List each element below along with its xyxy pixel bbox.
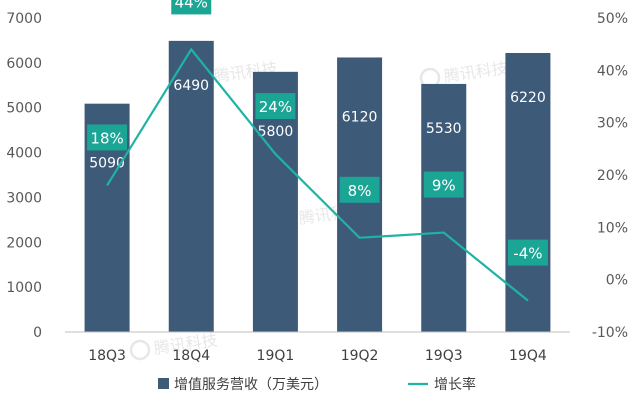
left-tick-label: 5000 xyxy=(6,101,42,117)
growth-label: 8% xyxy=(348,182,372,200)
left-axis: 0 1000 2000 3000 4000 5000 6000 7000 xyxy=(6,11,42,341)
growth-label-box xyxy=(171,0,212,15)
legend: 增值服务营收（万美元） 增长率 xyxy=(158,376,476,393)
left-tick-label: 6000 xyxy=(6,56,42,72)
category-label: 19Q1 xyxy=(257,348,295,364)
bar-value-label: 6220 xyxy=(510,90,546,106)
category-label: 19Q3 xyxy=(425,348,463,364)
growth-label: 44% xyxy=(175,0,208,11)
growth-label-box xyxy=(87,124,128,151)
right-tick-label: 40% xyxy=(597,63,628,79)
category-label: 18Q4 xyxy=(172,348,210,364)
left-tick-label: 2000 xyxy=(6,235,42,251)
left-tick-label: 1000 xyxy=(6,280,42,296)
growth-label: 24% xyxy=(259,98,292,116)
right-tick-label: 0% xyxy=(606,273,628,289)
right-tick-label: 30% xyxy=(597,116,628,132)
bar-value-label: 5800 xyxy=(258,124,294,140)
bar xyxy=(421,83,467,332)
growth-rate-line xyxy=(106,47,529,302)
right-tick-label: -10% xyxy=(592,325,628,341)
bar-series: 5090 6490 5800 6120 5530 6220 xyxy=(84,40,551,333)
legend-bar-label: 增值服务营收（万美元） xyxy=(174,377,328,393)
bar xyxy=(168,40,214,333)
right-axis: -10% 0% 10% 20% 30% 40% 50% xyxy=(592,11,628,341)
growth-label: 18% xyxy=(90,129,123,147)
category-label: 18Q3 xyxy=(88,348,126,364)
bar-value-label: 5090 xyxy=(89,156,125,172)
right-tick-label: 20% xyxy=(597,168,628,184)
growth-label-box xyxy=(339,176,380,203)
left-tick-label: 7000 xyxy=(6,11,42,27)
growth-label-box xyxy=(255,93,296,120)
growth-label-box xyxy=(423,171,464,198)
left-tick-label: 4000 xyxy=(6,146,42,162)
growth-label-box xyxy=(507,239,548,266)
category-label: 19Q4 xyxy=(509,348,547,364)
right-tick-label: 10% xyxy=(597,220,628,236)
left-tick-label: 3000 xyxy=(6,190,42,206)
line-series: 18% 44% 24% 8% 9% -4% xyxy=(87,0,548,302)
bar-value-label: 5530 xyxy=(426,121,462,137)
left-tick-label: 0 xyxy=(33,325,42,341)
watermark-logo-icon xyxy=(129,339,151,361)
growth-label: 9% xyxy=(432,177,456,195)
right-tick-label: 50% xyxy=(597,11,628,27)
category-axis: 18Q3 18Q4 19Q1 19Q2 19Q3 19Q4 xyxy=(88,348,547,364)
category-label: 19Q2 xyxy=(341,348,379,364)
legend-bar-swatch xyxy=(158,378,169,389)
bar-value-label: 6490 xyxy=(173,78,209,94)
legend-line-label: 增长率 xyxy=(434,376,476,393)
growth-label: -4% xyxy=(513,245,542,263)
watermark-text: 腾讯科技 xyxy=(443,58,509,86)
bar-value-label: 6120 xyxy=(342,109,378,125)
bar xyxy=(505,52,551,332)
